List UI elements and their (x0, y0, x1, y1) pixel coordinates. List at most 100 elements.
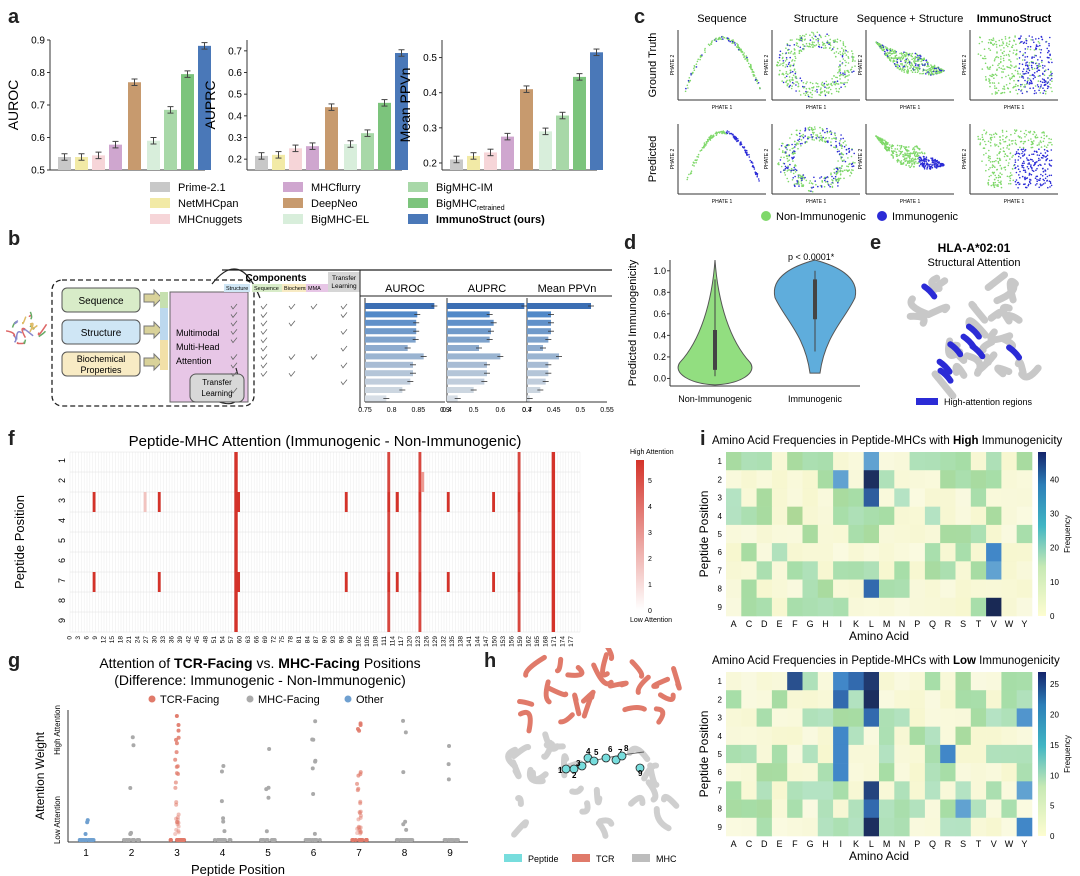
heatmap-cell (157, 492, 161, 512)
scatter-point (785, 146, 787, 149)
heatmap-cell (955, 781, 972, 800)
scatter-point (745, 149, 748, 152)
x-tick-label: 168 (542, 636, 549, 647)
panel-label-c: c (634, 6, 646, 28)
scatter-point (916, 152, 919, 154)
scatter-point (786, 84, 789, 87)
heatmap-cell (955, 543, 972, 562)
scatter-point (808, 126, 811, 129)
scatter-point (782, 142, 784, 145)
scatter-point (811, 93, 813, 96)
scatter-point (1018, 155, 1020, 158)
x-tick-label: 69 (262, 636, 269, 644)
row-title: Predicted (647, 136, 659, 182)
heatmap-cell (970, 579, 987, 599)
scatter-point (1014, 166, 1017, 169)
scatter-point (1031, 82, 1033, 85)
scatter-point (925, 69, 928, 72)
scatter-point (847, 51, 849, 53)
scatter-point (1031, 141, 1034, 143)
scatter-point (785, 151, 787, 153)
scatter-point (1005, 84, 1008, 86)
scatter-point (1039, 65, 1042, 67)
legend-swatch (283, 214, 303, 224)
scatter-point (826, 127, 828, 130)
ribbon (929, 277, 949, 294)
scatter-point (835, 146, 838, 148)
tcr-ribbon (635, 674, 651, 695)
scatter-point (832, 81, 834, 83)
scatter-point (906, 152, 908, 154)
colorbar-label: Frequency (1063, 735, 1072, 773)
scatter-point (918, 65, 921, 68)
scatter-point (811, 46, 814, 48)
scatter-point (1025, 42, 1028, 45)
heatmap-cell (894, 579, 910, 599)
mhc-ribbon (515, 795, 524, 808)
scatter-point (1021, 162, 1024, 165)
strip-point (357, 825, 362, 830)
scatter-point (802, 185, 804, 187)
scatter-point (991, 166, 994, 169)
scatter-point (1046, 56, 1049, 59)
scatter-point (1010, 46, 1013, 48)
scatter-point (1011, 73, 1013, 75)
heatmap-cell (955, 452, 972, 471)
y-tick-label: 0.8 (653, 287, 666, 297)
heatmap-cell (1001, 817, 1017, 837)
y-tick-label: 0.7 (228, 46, 242, 57)
heatmap-cell (894, 597, 910, 617)
scatter-point (985, 152, 987, 155)
heatmap-cell (771, 561, 788, 580)
scatter-point (823, 90, 826, 93)
scatter-point (907, 160, 909, 162)
scatter-point (993, 82, 996, 84)
peptide-residue (589, 756, 599, 766)
scatter-point (1021, 83, 1024, 86)
scatter-point (936, 69, 938, 71)
x-tick-label: 42 (185, 636, 192, 644)
scatter-point (809, 136, 811, 139)
heatmap-cell (802, 744, 819, 764)
scatter-point (1019, 50, 1021, 53)
scatter-point (928, 73, 930, 76)
scatter-point (1050, 138, 1052, 141)
scatter-point (1013, 49, 1015, 51)
heatmap-cell (517, 612, 521, 632)
legend-label: NetMHCpan (178, 198, 239, 210)
attention-region (969, 343, 986, 360)
scatter-point (821, 41, 824, 44)
scatter-point (829, 88, 832, 91)
scatter-point (905, 54, 907, 56)
scatter-point (911, 55, 913, 58)
scatter-point (826, 180, 829, 183)
scatter-point (995, 160, 997, 162)
scatter-point (837, 71, 839, 74)
scatter-point (797, 83, 800, 85)
heatmap-cell (833, 524, 849, 544)
scatter-point (999, 139, 1001, 141)
p-value: p < 0.0001* (788, 252, 835, 262)
scatter-point (998, 181, 1000, 184)
title-part: MHC-Facing (278, 655, 360, 671)
heatmap-cell (894, 744, 910, 764)
heatmap-cell (726, 799, 742, 819)
input-box-label: Sequence (78, 296, 123, 307)
heatmap-cell (1001, 543, 1017, 562)
scatter-point (842, 141, 845, 144)
scatter-point (823, 177, 825, 180)
heatmap-cell (817, 672, 834, 691)
ablation-bar (365, 395, 387, 402)
scatter-point (931, 159, 933, 161)
check-mark (260, 345, 268, 352)
scatter-point (1031, 61, 1033, 64)
scatter-point (828, 43, 830, 46)
scatter-point (840, 144, 842, 147)
scatter-point (839, 144, 841, 146)
scatter-point (1035, 92, 1037, 94)
scatter-point (851, 55, 854, 58)
scatter-point (791, 85, 793, 87)
scatter-point (1032, 77, 1035, 80)
scatter-point (1027, 131, 1030, 133)
scatter-point (787, 52, 790, 54)
